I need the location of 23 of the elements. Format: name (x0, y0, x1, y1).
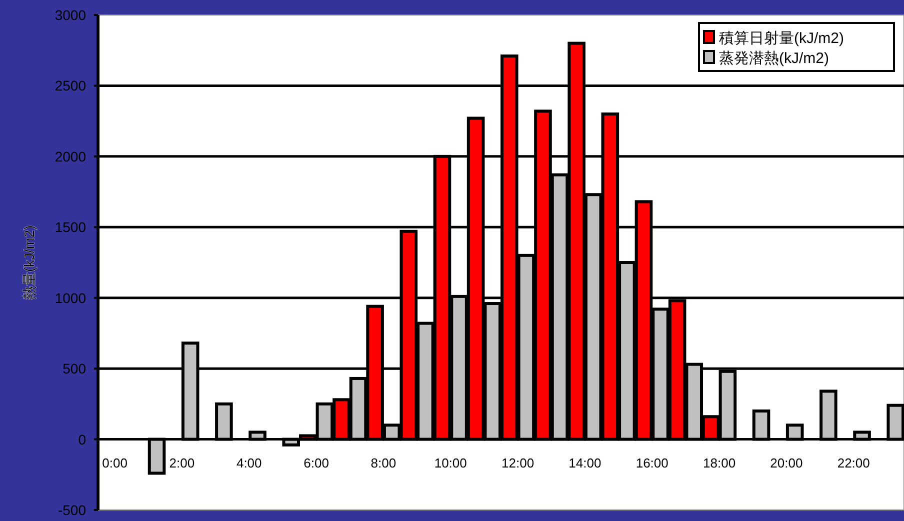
x-tick-label: 16:00 (636, 455, 668, 470)
legend-label: 積算日射量(kJ/m2) (719, 30, 844, 47)
y-tick-label: 1500 (54, 219, 86, 236)
x-tick-label: 20:00 (770, 455, 803, 470)
x-tick-label: 2:00 (169, 455, 195, 470)
y-tick-label: 500 (62, 360, 86, 377)
x-tick-label: 22:00 (837, 455, 870, 470)
x-tick-label: 0:00 (102, 455, 128, 470)
x-tick-label: 8:00 (370, 455, 396, 470)
y-tick-label: 2500 (54, 78, 86, 94)
x-tick-label: 18:00 (703, 455, 736, 470)
x-tick-label: 12:00 (502, 455, 534, 470)
y-tick-label: 1000 (54, 290, 86, 306)
x-tick-label: 14:00 (568, 455, 602, 470)
y-tick-label: 0 (78, 431, 86, 448)
y-tick-label: 2000 (54, 148, 86, 164)
y-axis-title: 熱量(kJ/m2) (21, 225, 37, 300)
legend-label: 蒸発潜熱(kJ/m2) (719, 50, 829, 67)
y-tick-label: -500 (58, 502, 86, 518)
x-tick-label: 10:00 (434, 455, 467, 470)
y-tick-label: 3000 (54, 7, 86, 23)
x-tick-label: 4:00 (236, 455, 262, 470)
x-tick-label: 6:00 (304, 455, 329, 470)
